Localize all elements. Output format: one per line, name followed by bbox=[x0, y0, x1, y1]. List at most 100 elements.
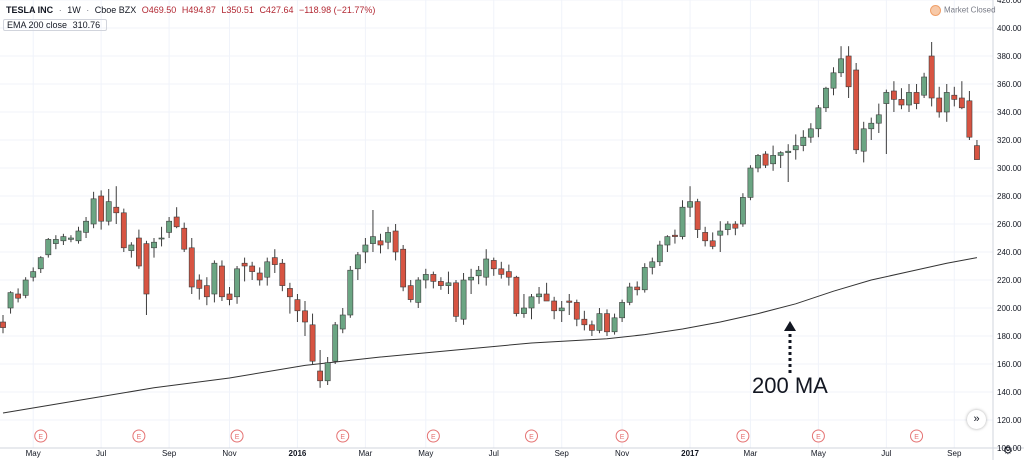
candle-up[interactable] bbox=[596, 308, 603, 334]
earnings-event-marker[interactable]: E bbox=[426, 429, 440, 443]
candle-up[interactable] bbox=[354, 252, 361, 280]
candle-down[interactable] bbox=[15, 288, 21, 303]
candle-up[interactable] bbox=[679, 200, 686, 240]
candle-up[interactable] bbox=[105, 189, 112, 226]
candle-up[interactable] bbox=[151, 238, 157, 258]
candle-down[interactable] bbox=[634, 281, 641, 296]
candle-up[interactable] bbox=[234, 266, 240, 304]
candle-down[interactable] bbox=[604, 309, 610, 336]
candle-down[interactable] bbox=[694, 198, 701, 238]
candle-down[interactable] bbox=[762, 151, 769, 168]
candle-down[interactable] bbox=[309, 313, 316, 364]
candle-down[interactable] bbox=[543, 282, 550, 302]
candle-down[interactable] bbox=[143, 240, 150, 315]
candle-up[interactable] bbox=[332, 322, 339, 364]
indicator-name[interactable]: EMA 200 close bbox=[7, 20, 68, 30]
candle-up[interactable] bbox=[75, 226, 82, 244]
candle-up[interactable] bbox=[883, 89, 890, 154]
candle-down[interactable] bbox=[271, 249, 278, 273]
candle-down[interactable] bbox=[437, 277, 444, 290]
candle-down[interactable] bbox=[317, 350, 323, 388]
candle-up[interactable] bbox=[641, 263, 648, 293]
candle-up[interactable] bbox=[362, 238, 369, 264]
candle-down[interactable] bbox=[203, 277, 210, 306]
candle-up[interactable] bbox=[943, 84, 950, 122]
candle-up[interactable] bbox=[656, 240, 663, 266]
candle-up[interactable] bbox=[264, 257, 271, 286]
candle-up[interactable] bbox=[815, 105, 822, 138]
candle-up[interactable] bbox=[687, 186, 693, 217]
candle-up[interactable] bbox=[800, 130, 807, 152]
candle-up[interactable] bbox=[83, 217, 89, 238]
candle-up[interactable] bbox=[30, 267, 37, 282]
candle-down[interactable] bbox=[958, 81, 965, 110]
candle-up[interactable] bbox=[445, 271, 452, 294]
candle-down[interactable] bbox=[302, 301, 308, 336]
candle-down[interactable] bbox=[928, 42, 935, 107]
candle-up[interactable] bbox=[626, 282, 633, 306]
candle-down[interactable] bbox=[453, 280, 459, 322]
candle-down[interactable] bbox=[120, 208, 127, 252]
candle-up[interactable] bbox=[158, 226, 165, 247]
candle-up[interactable] bbox=[868, 117, 875, 140]
candle-up[interactable] bbox=[324, 357, 331, 385]
candle-down[interactable] bbox=[400, 245, 407, 292]
candle-down[interactable] bbox=[702, 226, 709, 247]
candle-down[interactable] bbox=[279, 259, 286, 292]
candle-down[interactable] bbox=[241, 257, 248, 282]
candle-down[interactable] bbox=[226, 287, 233, 306]
candle-up[interactable] bbox=[830, 67, 837, 96]
symbol-name[interactable]: TESLA INC bbox=[6, 5, 54, 15]
candle-up[interactable] bbox=[475, 266, 482, 285]
candle-down[interactable] bbox=[566, 294, 573, 315]
candle-down[interactable] bbox=[573, 299, 580, 327]
candle-up[interactable] bbox=[128, 242, 135, 258]
candle-up[interactable] bbox=[90, 191, 97, 229]
settings-button[interactable]: ⚙ bbox=[1003, 446, 1013, 457]
earnings-event-marker[interactable]: E bbox=[230, 429, 244, 443]
candle-down[interactable] bbox=[249, 261, 256, 280]
candle-up[interactable] bbox=[22, 277, 29, 299]
scroll-to-realtime-button[interactable]: » bbox=[967, 410, 986, 429]
candle-up[interactable] bbox=[838, 46, 844, 77]
candle-down[interactable] bbox=[732, 221, 739, 236]
candle-down[interactable] bbox=[407, 280, 414, 303]
candle-down[interactable] bbox=[898, 88, 905, 110]
candle-up[interactable] bbox=[37, 256, 44, 273]
candle-up[interactable] bbox=[619, 299, 625, 322]
candle-up[interactable] bbox=[611, 313, 618, 335]
candle-up[interactable] bbox=[747, 165, 754, 201]
candle-up[interactable] bbox=[785, 144, 792, 182]
symbol-legend[interactable]: TESLA INC · 1W · Cboe BZX O469.50 H494.8… bbox=[6, 5, 378, 15]
candle-down[interactable] bbox=[392, 224, 399, 261]
earnings-event-marker[interactable]: E bbox=[34, 429, 48, 443]
candle-down[interactable] bbox=[951, 86, 958, 107]
candle-up[interactable] bbox=[528, 294, 535, 320]
candle-up[interactable] bbox=[370, 210, 376, 252]
candle-up[interactable] bbox=[558, 301, 565, 322]
candle-up[interactable] bbox=[739, 193, 746, 227]
candle-up[interactable] bbox=[339, 308, 346, 334]
candle-up[interactable] bbox=[860, 121, 867, 163]
candle-up[interactable] bbox=[422, 268, 429, 289]
candle-down[interactable] bbox=[256, 267, 263, 286]
candle-up[interactable] bbox=[755, 154, 761, 173]
candle-up[interactable] bbox=[875, 103, 882, 133]
candle-up[interactable] bbox=[468, 268, 474, 294]
candle-down[interactable] bbox=[294, 294, 301, 322]
candle-up[interactable] bbox=[52, 235, 59, 250]
candle-down[interactable] bbox=[0, 315, 6, 334]
candle-up[interactable] bbox=[906, 84, 912, 112]
earnings-event-marker[interactable]: E bbox=[615, 429, 629, 443]
candle-up[interactable] bbox=[7, 291, 14, 314]
earnings-event-marker[interactable]: E bbox=[132, 429, 146, 443]
candle-down[interactable] bbox=[219, 260, 225, 301]
candle-down[interactable] bbox=[181, 222, 188, 252]
candle-up[interactable] bbox=[807, 123, 814, 143]
candle-down[interactable] bbox=[286, 282, 293, 314]
candle-down[interactable] bbox=[845, 46, 852, 98]
candle-down[interactable] bbox=[513, 275, 520, 317]
earnings-event-marker[interactable]: E bbox=[736, 429, 750, 443]
